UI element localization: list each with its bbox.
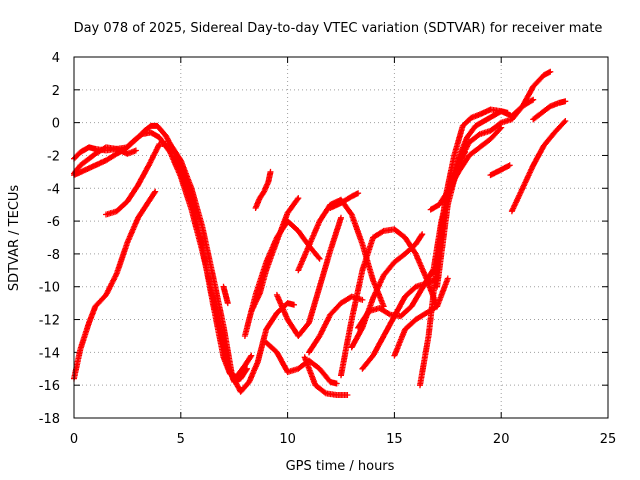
y-tick-label: 0 <box>52 117 60 132</box>
series-arc-15 <box>327 190 362 211</box>
grid <box>74 57 608 418</box>
series-arc-4 <box>103 141 297 395</box>
y-tick-label: -10 <box>39 281 60 296</box>
series-arc-28 <box>530 98 569 123</box>
x-tick-label: 20 <box>493 432 510 447</box>
series-arc-3 <box>71 129 250 385</box>
x-tick-labels: 0 5 10 15 20 25 <box>70 432 616 447</box>
data-points <box>103 141 297 395</box>
y-tick-label: -14 <box>39 346 60 361</box>
data-points <box>263 339 340 387</box>
data-points <box>71 129 250 385</box>
series-arc-11 <box>273 214 344 339</box>
series-arc-26 <box>487 162 513 179</box>
y-tick-label: -6 <box>47 215 60 230</box>
y-tick-label: -16 <box>39 379 60 394</box>
y-tick-label: 4 <box>52 51 60 66</box>
data-points <box>508 118 569 215</box>
data-points <box>252 168 274 211</box>
chart-title: Day 078 of 2025, Sidereal Day-to-day VTE… <box>74 21 603 36</box>
series-arc-13 <box>301 354 351 398</box>
y-tick-label: -18 <box>39 412 60 427</box>
data-points <box>327 190 362 211</box>
y-tick-labels: 4 2 0 -2 -4 -6 -8 -10 -12 -14 -16 -18 <box>39 51 60 427</box>
data-points <box>359 275 441 372</box>
data-points <box>220 283 231 307</box>
series-arc-10 <box>263 339 340 387</box>
data-points <box>530 98 569 123</box>
series-arc-8 <box>252 168 274 211</box>
series-arc-9 <box>248 195 302 315</box>
y-tick-label: -12 <box>39 314 60 329</box>
data-series <box>71 68 569 398</box>
y-tick-label: -2 <box>47 149 60 164</box>
series-arc-6 <box>220 283 231 307</box>
x-tick-label: 10 <box>279 432 296 447</box>
x-tick-label: 5 <box>177 432 185 447</box>
series-arc-19 <box>359 275 441 372</box>
data-points <box>248 195 302 315</box>
x-tick-label: 0 <box>70 432 78 447</box>
series-arc-27 <box>508 118 569 215</box>
x-tick-label: 15 <box>386 432 403 447</box>
y-axis-label: SDTVAR / TECUs <box>7 185 22 292</box>
x-axis-label: GPS time / hours <box>286 459 395 474</box>
x-tick-label: 25 <box>600 432 617 447</box>
series-arc-25 <box>444 149 468 200</box>
data-points <box>487 162 513 179</box>
data-points <box>273 214 344 339</box>
y-tick-label: -4 <box>47 182 60 197</box>
y-tick-label: -8 <box>47 248 60 263</box>
data-points <box>444 149 468 200</box>
y-tick-label: 2 <box>52 84 60 99</box>
plot-frame <box>73 56 609 419</box>
data-points <box>301 354 351 398</box>
